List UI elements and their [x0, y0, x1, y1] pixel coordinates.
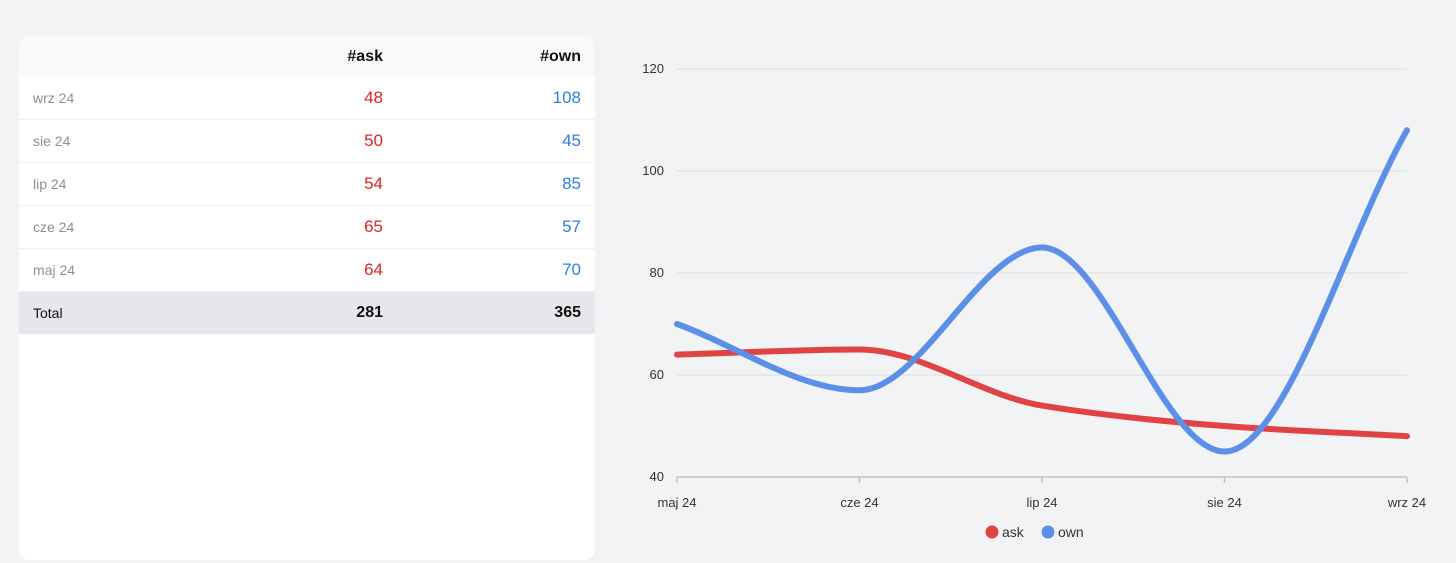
y-tick-label: 120 — [642, 61, 664, 76]
table-row: maj 24 64 70 — [19, 249, 595, 292]
header-ask[interactable]: #ask — [347, 47, 383, 65]
data-table: #ask #own wrz 24 48 108 sie 24 50 45 lip… — [19, 36, 595, 560]
row-own-value: 108 — [552, 88, 581, 107]
row-label: cze 24 — [33, 219, 75, 235]
line-chart: 40 60 80 100 120 maj 24 cze 24 lip 24 sie 24 wrz… — [642, 61, 1426, 540]
row-label: maj 24 — [33, 262, 76, 278]
row-own-value: 57 — [562, 217, 581, 236]
row-own-value: 45 — [562, 131, 581, 150]
row-ask-value: 48 — [364, 88, 383, 107]
legend-item-ask: ask — [985, 524, 1025, 540]
y-tick-label: 80 — [650, 265, 664, 280]
row-label: sie 24 — [33, 133, 71, 149]
total-ask-value: 281 — [356, 304, 383, 321]
table-row: lip 24 54 85 — [19, 163, 595, 206]
y-axis-ticks: 40 60 80 100 120 — [642, 61, 664, 484]
table-header: #ask #own — [19, 36, 595, 77]
row-own-value: 85 — [562, 174, 581, 193]
legend-item-own: own — [1041, 524, 1084, 540]
row-ask-value: 50 — [364, 131, 383, 150]
table-row: sie 24 50 45 — [19, 120, 595, 163]
legend-marker-ask — [985, 525, 999, 539]
series-lines — [674, 127, 1410, 455]
row-ask-value: 64 — [364, 260, 383, 279]
legend: ask own — [985, 524, 1084, 540]
y-tick-label: 60 — [650, 367, 664, 382]
table-row: wrz 24 48 108 — [19, 77, 595, 120]
grid-lines — [677, 68, 1407, 478]
row-own-value: 70 — [562, 260, 581, 279]
row-label: wrz 24 — [33, 90, 75, 106]
series-line-own — [674, 127, 1410, 455]
legend-label-own: own — [1058, 524, 1084, 540]
row-ask-value: 65 — [364, 217, 383, 236]
x-tick-label: maj 24 — [657, 495, 696, 510]
table-row: cze 24 65 57 — [19, 206, 595, 249]
row-ask-value: 54 — [364, 174, 383, 193]
legend-label-ask: ask — [1002, 524, 1025, 540]
y-tick-label: 100 — [642, 163, 664, 178]
x-tick-label: lip 24 — [1026, 495, 1057, 510]
x-tick-label: wrz 24 — [1387, 495, 1426, 510]
table-total-row: Total 281 365 — [19, 292, 595, 334]
x-tick-label: sie 24 — [1207, 495, 1242, 510]
y-tick-label: 40 — [650, 469, 664, 484]
series-line-ask — [674, 346, 1410, 440]
x-axis: maj 24 cze 24 lip 24 sie 24 wrz 24 — [657, 476, 1426, 510]
total-own-value: 365 — [554, 304, 581, 321]
x-tick-label: cze 24 — [840, 495, 878, 510]
legend-marker-own — [1041, 525, 1055, 539]
row-label: lip 24 — [33, 176, 67, 192]
total-label: Total — [33, 305, 63, 321]
header-own[interactable]: #own — [540, 47, 581, 65]
